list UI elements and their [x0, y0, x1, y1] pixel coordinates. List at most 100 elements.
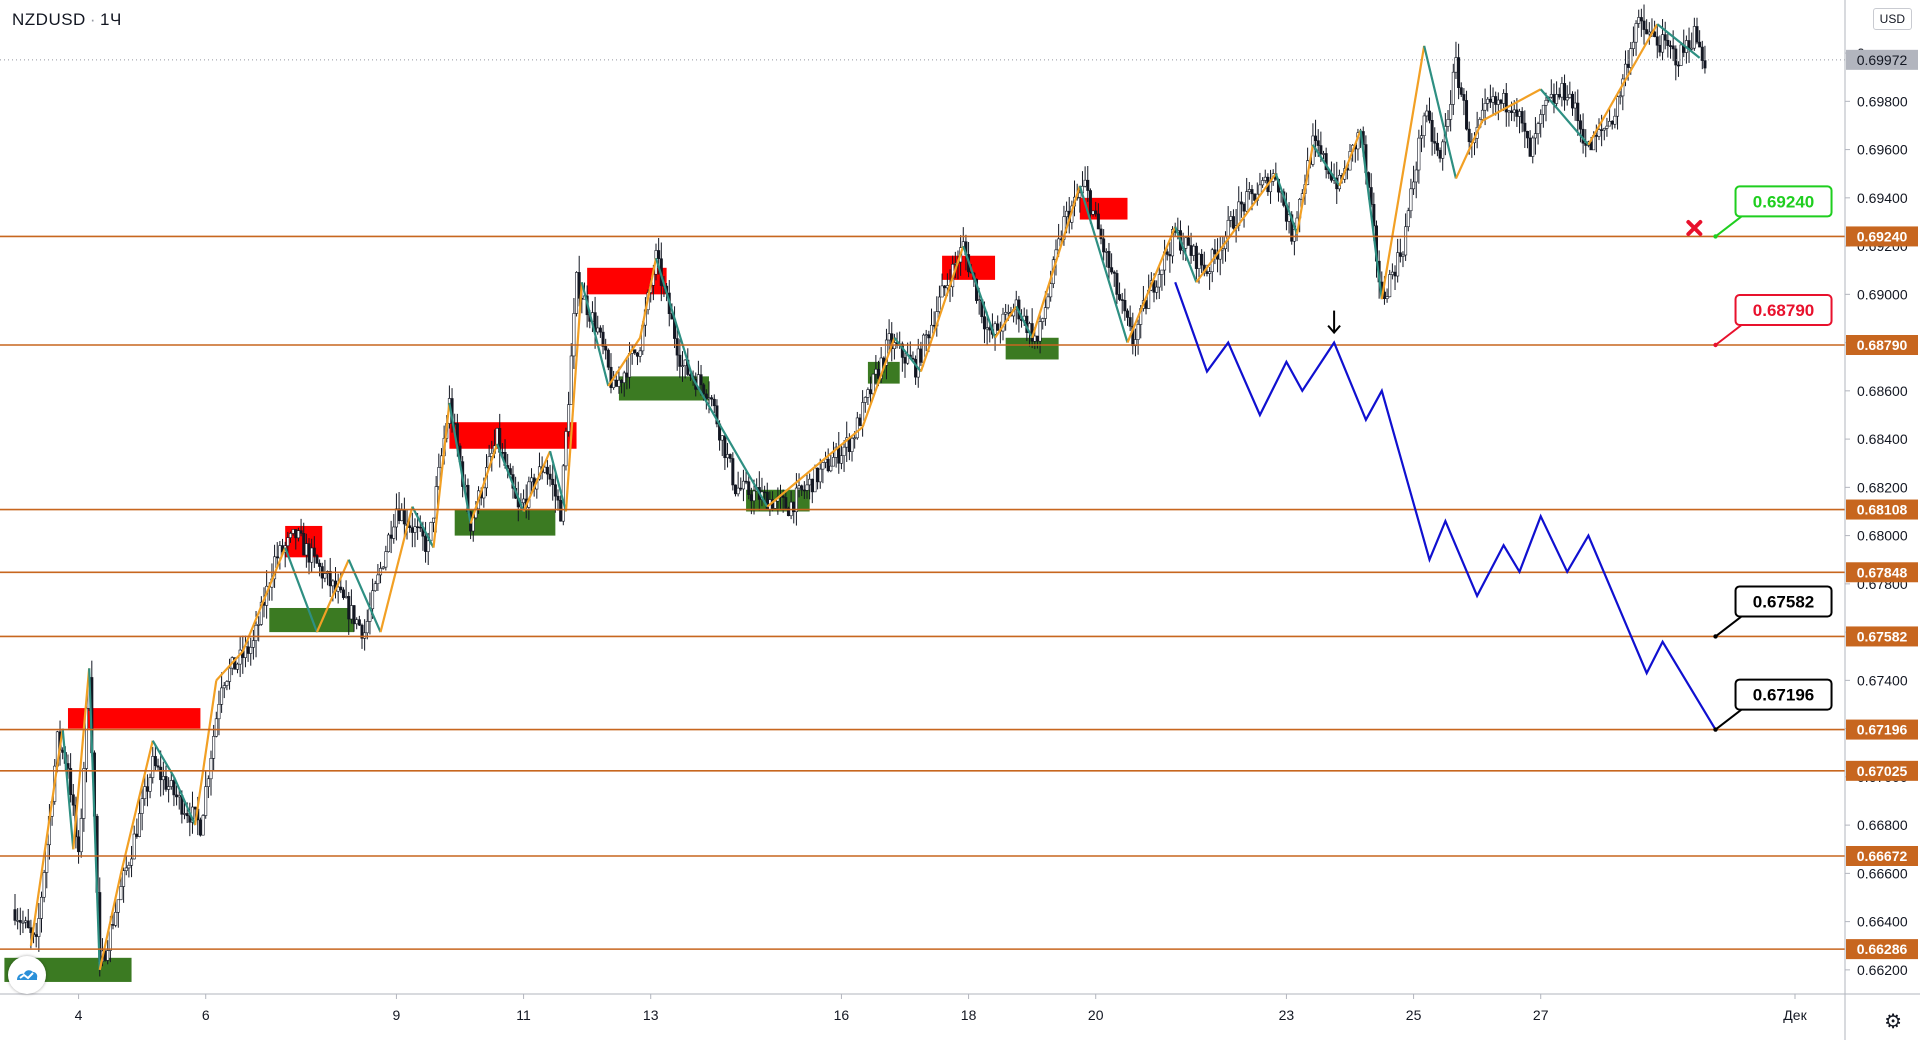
zigzag-segment [1078, 185, 1129, 343]
candle-body [1600, 129, 1604, 131]
candles [13, 4, 1707, 977]
candle-body [736, 487, 740, 495]
candle-body [116, 899, 120, 913]
candle-body [132, 833, 136, 860]
candle-body [175, 794, 179, 798]
x-tick-label: 16 [834, 1007, 850, 1023]
candle-body [1194, 245, 1198, 269]
y-tick-label: 0.69400 [1857, 190, 1908, 206]
candle-body [143, 786, 147, 800]
level-price-tag [1846, 335, 1918, 356]
candle-body [675, 338, 679, 356]
candle-body [381, 566, 385, 569]
zigzag-segment [1539, 88, 1590, 146]
candle-body [1698, 41, 1702, 48]
candle-body [1512, 109, 1516, 113]
candle-body [114, 911, 118, 926]
candle-body [1483, 103, 1487, 111]
candle-body [943, 285, 947, 289]
candle-body [275, 556, 279, 559]
zigzag-segment [580, 282, 610, 387]
candle-body [657, 250, 661, 260]
candle-body [1372, 204, 1376, 227]
candle-body [257, 624, 261, 626]
candle-body [1385, 296, 1389, 299]
candle-body [810, 478, 814, 493]
candle-body [1290, 214, 1294, 242]
candle-body [1006, 311, 1010, 314]
candle-body [831, 457, 835, 467]
candle-body [355, 619, 359, 625]
candle-body [1491, 96, 1495, 103]
zigzag-segment [962, 245, 997, 339]
candle-body [34, 934, 38, 937]
candle-body [784, 497, 788, 509]
candle-body [1451, 71, 1455, 105]
candle-body [1004, 312, 1008, 315]
interval-label[interactable]: 1Ч [100, 10, 122, 29]
candle-body [1205, 271, 1209, 274]
candle-body [1560, 83, 1564, 98]
gear-icon[interactable]: ⚙ [1884, 1011, 1902, 1033]
candle-body [254, 624, 258, 641]
candle-body [296, 530, 300, 539]
candle-body [1539, 114, 1543, 124]
candle-body [140, 798, 144, 814]
callout-anchor [1713, 234, 1718, 239]
candle-body [545, 466, 549, 475]
candle-body [1401, 254, 1405, 257]
y-tick-label: 0.66800 [1857, 817, 1908, 833]
candle-body [932, 324, 936, 327]
candle-body [712, 398, 716, 407]
candle-body [567, 404, 571, 432]
zigzag-segment [411, 506, 435, 549]
zigzag-segment [119, 740, 154, 874]
candle-body [1115, 273, 1119, 295]
candle-body [850, 437, 854, 452]
symbol-header[interactable]: NZDUSD · 1Ч [12, 10, 122, 30]
candle-body [1661, 34, 1665, 53]
candle-body [1406, 210, 1410, 228]
candle-body [1480, 109, 1484, 120]
candle-body [1104, 251, 1108, 253]
candle-body [1557, 94, 1561, 98]
candle-body [744, 480, 748, 483]
target-callout: 0.69240 [1713, 185, 1833, 239]
zigzag-segment [72, 668, 91, 850]
candle-body [937, 296, 941, 312]
tradingview-cloud-icon[interactable] [8, 956, 46, 994]
candle-body [299, 530, 303, 534]
candle-body [156, 765, 160, 768]
candle-body [702, 384, 706, 395]
zigzag-segment [496, 443, 525, 512]
candle-body [1435, 142, 1439, 151]
candle-body [1523, 122, 1527, 132]
candle-body [855, 417, 859, 439]
zigzag-segment [1587, 23, 1659, 146]
candle-body [26, 920, 30, 928]
candle-body [251, 640, 255, 648]
callout-anchor [1713, 727, 1718, 732]
candle-body [871, 373, 875, 395]
candle-body [360, 624, 364, 639]
candle-body [821, 462, 825, 470]
candle-body [1676, 64, 1680, 67]
candle-body [1502, 93, 1506, 104]
candle-body [866, 389, 870, 398]
last-price-label: 0.69972 [1857, 52, 1908, 68]
candle-body [236, 663, 240, 670]
candle-body [1120, 299, 1124, 301]
candle-body [728, 454, 732, 459]
candle-body [424, 535, 428, 552]
currency-button[interactable]: USD [1872, 8, 1912, 30]
candle-body [37, 918, 41, 937]
candle-body [124, 867, 128, 872]
candle-body [82, 768, 86, 819]
callout-label: 0.68790 [1753, 301, 1814, 320]
candle-body [614, 379, 618, 387]
x-tick-label: 18 [961, 1007, 977, 1023]
candle-body [1541, 104, 1545, 115]
candle-body [1462, 94, 1466, 101]
